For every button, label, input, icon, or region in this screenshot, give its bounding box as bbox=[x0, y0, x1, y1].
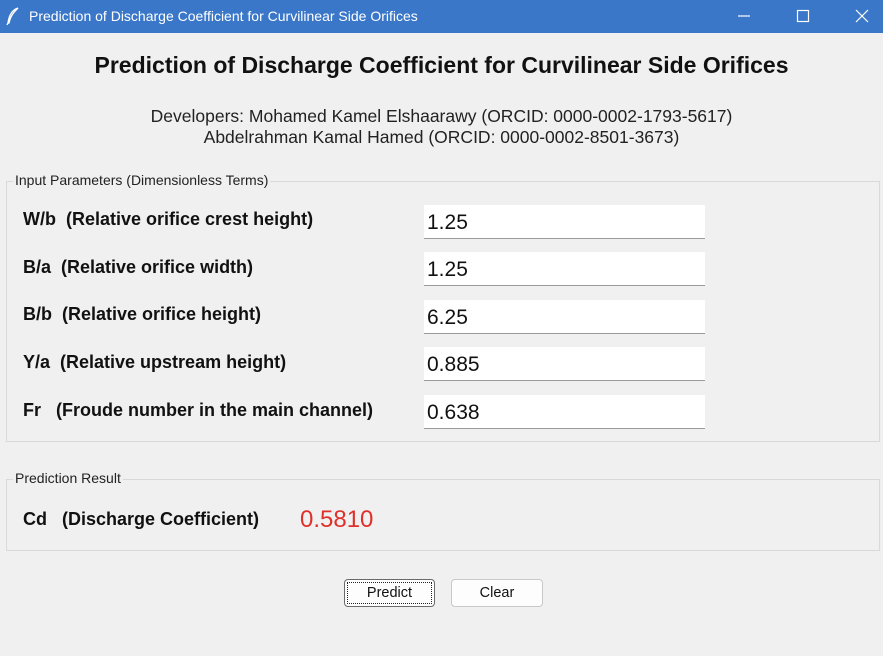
minimize-button[interactable] bbox=[721, 0, 767, 33]
param-label-bb: B/b (Relative orifice height) bbox=[23, 304, 262, 324]
window-title: Prediction of Discharge Coefficient for … bbox=[29, 8, 418, 24]
input-parameters-group-title: Input Parameters (Dimensionless Terms) bbox=[13, 172, 271, 188]
input-parameters-group bbox=[6, 181, 880, 442]
clear-button[interactable]: Clear bbox=[451, 579, 543, 607]
maximize-icon bbox=[796, 9, 810, 23]
fr-input[interactable] bbox=[424, 395, 705, 429]
cd-label: Cd (Discharge Coefficient) bbox=[23, 509, 260, 529]
page-heading: Prediction of Discharge Coefficient for … bbox=[94, 52, 789, 78]
cd-value: 0.5810 bbox=[300, 506, 374, 533]
predict-button[interactable]: Predict bbox=[344, 579, 435, 607]
clear-button-label: Clear bbox=[479, 585, 515, 601]
minimize-icon bbox=[738, 15, 750, 17]
window-titlebar[interactable]: Prediction of Discharge Coefficient for … bbox=[0, 0, 883, 33]
close-button[interactable] bbox=[839, 0, 883, 33]
bb-input[interactable] bbox=[424, 300, 705, 334]
param-label-wb: W/b (Relative orifice crest height) bbox=[23, 209, 314, 229]
focus-ring bbox=[347, 582, 432, 604]
ba-input[interactable] bbox=[424, 252, 705, 286]
param-label-ya: Y/a (Relative upstream height) bbox=[23, 352, 287, 372]
developers-line-2: Abdelrahman Kamal Hamed (ORCID: 0000-000… bbox=[203, 127, 680, 147]
close-icon bbox=[855, 9, 869, 23]
prediction-result-group-title: Prediction Result bbox=[13, 470, 123, 486]
ya-input[interactable] bbox=[424, 347, 705, 381]
param-label-fr: Fr (Froude number in the main channel) bbox=[23, 400, 374, 420]
maximize-button[interactable] bbox=[780, 0, 826, 33]
predict-button-label: Predict bbox=[366, 585, 413, 601]
param-label-ba: B/a (Relative orifice width) bbox=[23, 257, 254, 277]
developers-line-1: Developers: Mohamed Kamel Elshaarawy (OR… bbox=[150, 106, 733, 126]
feather-icon bbox=[6, 7, 20, 26]
prediction-result-group bbox=[6, 479, 880, 551]
wb-input[interactable] bbox=[424, 205, 705, 239]
